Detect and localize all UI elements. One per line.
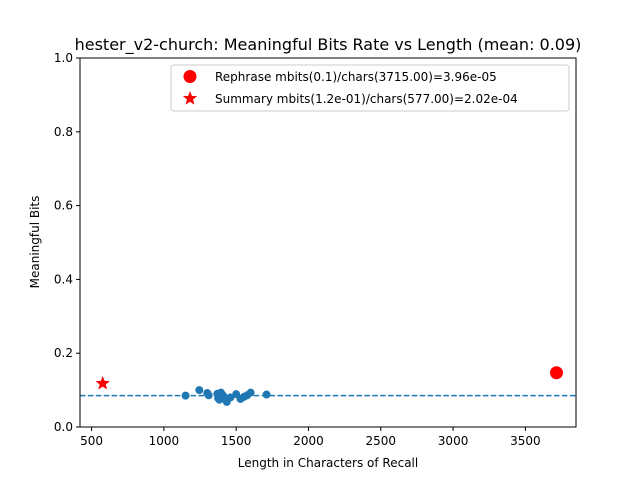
data-point — [181, 391, 190, 400]
data-point — [262, 390, 271, 399]
legend-circle-marker — [183, 70, 197, 83]
legend-entry-label: Summary mbits(1.2e-01)/chars(577.00)=2.0… — [215, 92, 518, 106]
data-point — [195, 386, 204, 395]
x-axis-label: Length in Characters of Recall — [238, 456, 418, 470]
y-axis-label: Meaningful Bits — [28, 196, 42, 289]
y-tick-label: 0.0 — [54, 420, 73, 434]
x-tick-label: 3500 — [510, 434, 541, 448]
legend-entry-label: Rephrase mbits(0.1)/chars(3715.00)=3.96e… — [215, 70, 497, 84]
legend-star-marker — [182, 91, 198, 105]
data-point — [204, 391, 213, 400]
plot-area — [80, 366, 576, 406]
y-tick-label: 1.0 — [54, 51, 73, 65]
axes-frame — [79, 57, 577, 428]
x-tick-label: 3000 — [438, 434, 469, 448]
data-point — [219, 391, 228, 400]
x-tick-label: 2000 — [293, 434, 324, 448]
y-tick-label: 0.4 — [54, 272, 73, 286]
rephrase-point — [549, 366, 563, 380]
legend-box — [170, 64, 570, 112]
x-tick-label: 500 — [80, 434, 103, 448]
x-tick-label: 2500 — [366, 434, 397, 448]
y-tick-label: 0.6 — [54, 199, 73, 213]
x-tick-label: 1000 — [149, 434, 180, 448]
axes: 500 1000 1500 2000 2500 3000 3500 0.0 0.2 0.4 0.6 0… — [54, 51, 577, 448]
x-tick-label: 1500 — [221, 434, 252, 448]
y-tick-label: 0.8 — [54, 125, 73, 139]
legend: Rephrase mbits(0.1)/chars(3715.00)=3.96e… — [170, 64, 570, 112]
data-point — [226, 393, 235, 402]
data-point — [246, 388, 255, 397]
chart-title: hester_v2-church: Meaningful Bits Rate v… — [75, 35, 582, 55]
summary-point-star — [95, 375, 110, 390]
y-tick-label: 0.2 — [54, 346, 73, 360]
